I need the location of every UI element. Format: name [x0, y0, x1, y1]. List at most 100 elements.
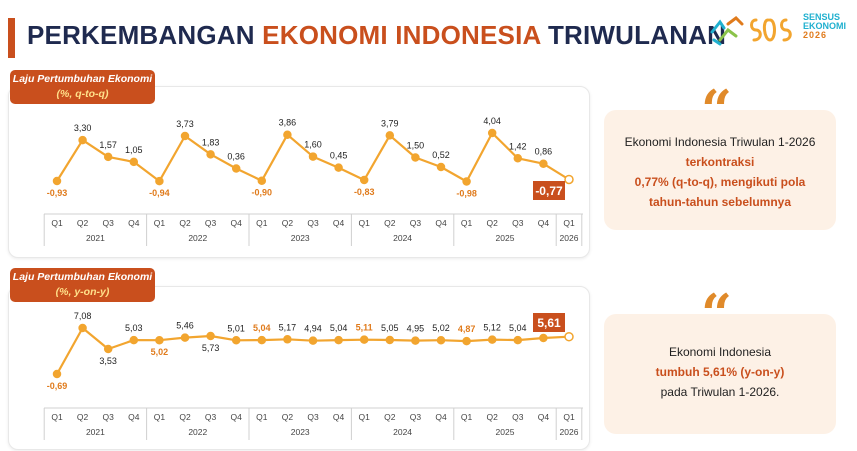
series-line	[56, 326, 570, 375]
data-point	[564, 174, 574, 185]
quarter-tick-label: Q4	[435, 218, 447, 228]
data-point	[257, 176, 267, 185]
data-point	[155, 176, 164, 186]
data-point	[411, 336, 420, 345]
data-point	[308, 336, 318, 345]
data-label: 3,53	[99, 356, 117, 366]
quote-icon: “	[701, 282, 733, 346]
data-label-highlight: 5,61	[537, 316, 561, 330]
quarter-tick-label: Q4	[333, 412, 345, 422]
data-point	[564, 331, 574, 342]
data-label: 5,04	[509, 323, 527, 333]
title-part-1: PERKEMBANGAN	[27, 20, 263, 50]
data-point	[513, 335, 523, 345]
quarter-tick-label: Q1	[51, 218, 63, 228]
year-tick-label: 2022	[188, 427, 207, 437]
quarter-tick-label: Q2	[487, 218, 499, 228]
insight-qtoq-line-4: tahun-tahun sebelumnya	[648, 195, 791, 209]
insight-card-yony: Ekonomi Indonesia tumbuh 5,61% (y-on-y) …	[604, 314, 836, 434]
data-point	[539, 159, 548, 168]
year-tick-label: 2021	[86, 233, 105, 243]
quarter-tick-label: Q2	[384, 218, 396, 228]
data-label: 1,42	[509, 141, 527, 151]
year-tick-label: 2023	[291, 233, 310, 243]
quarter-tick-label: Q2	[179, 218, 191, 228]
data-point	[462, 177, 471, 186]
data-point	[334, 163, 343, 172]
data-label: 1,57	[99, 140, 117, 150]
page-title: PERKEMBANGAN EKONOMI INDONESIA TRIWULANA…	[27, 18, 726, 52]
chart-label-yony-line-1: Laju Pertumbuhan Ekonomi	[12, 271, 153, 283]
logo-text: SENSUS EKONOMI 2026	[803, 13, 855, 40]
chart-label-qtoq: Laju Pertumbuhan Ekonomi (%, q-to-q)	[10, 70, 155, 104]
insight-qtoq-line-1: Ekonomi Indonesia Triwulan 1-2026	[624, 135, 816, 149]
data-point	[487, 335, 497, 344]
data-point	[231, 336, 241, 345]
quarter-tick-label: Q3	[205, 218, 217, 228]
data-label: 5,12	[483, 323, 501, 333]
data-label: 5,73	[202, 343, 220, 353]
quarter-tick-label: Q2	[179, 412, 191, 422]
quarter-tick-label: Q1	[154, 218, 166, 228]
insight-yony-line-3: pada Triwulan 1-2026.	[660, 385, 780, 399]
data-point	[206, 331, 215, 341]
data-point	[539, 333, 548, 343]
data-point	[283, 335, 292, 344]
title-part-3: TRIWULANAN	[540, 20, 727, 50]
quarter-tick-label: Q1	[154, 412, 166, 422]
data-label: -0,83	[354, 187, 375, 197]
chart-label-yony: Laju Pertumbuhan Ekonomi (%, y-on-y)	[10, 268, 155, 302]
insight-card-qtoq: Ekonomi Indonesia Triwulan 1-2026 terkon…	[604, 110, 836, 230]
data-label: 1,50	[407, 141, 425, 151]
quarter-tick-label: Q3	[307, 412, 319, 422]
quarter-tick-label: Q4	[538, 412, 550, 422]
data-point	[103, 344, 113, 354]
quarter-tick-label: Q4	[435, 412, 447, 422]
quarter-tick-label: Q3	[512, 412, 524, 422]
data-label: 0,52	[432, 150, 450, 160]
data-label: 5,17	[279, 322, 297, 332]
year-tick-label: 2023	[291, 427, 310, 437]
insight-qtoq-line-2: terkontraksi	[685, 155, 755, 169]
data-point	[436, 335, 446, 345]
quarter-tick-label: Q4	[231, 218, 243, 228]
data-label: 0,45	[330, 151, 348, 161]
data-label: 0,86	[535, 147, 553, 157]
year-tick-label: 2025	[496, 233, 515, 243]
data-label: 5,01	[227, 323, 245, 333]
data-point	[231, 164, 241, 173]
logo-text-line-1: SENSUS	[803, 12, 841, 22]
data-point	[411, 153, 420, 162]
data-label: 3,86	[279, 118, 297, 128]
data-point	[180, 333, 190, 342]
title-accent-bar	[8, 18, 15, 58]
quarter-tick-label: Q2	[282, 218, 294, 228]
data-point	[78, 135, 87, 145]
quarter-tick-label: Q2	[77, 218, 89, 228]
sensus-ekonomi-logo-icon	[710, 16, 792, 46]
data-point	[52, 176, 62, 186]
data-point	[52, 369, 62, 379]
data-label: 1,05	[125, 145, 143, 155]
title-part-2: EKONOMI INDONESIA	[262, 20, 541, 50]
data-label: 5,05	[381, 323, 399, 333]
data-label: 5,02	[432, 323, 450, 333]
quarter-tick-label: Q1	[563, 218, 575, 228]
quarter-tick-label: Q1	[461, 412, 473, 422]
data-label: 5,04	[253, 323, 271, 333]
yony-line-chart: -0,69 Q1 7,08 Q2 3,53 Q3 5,03 Q4 5,02 Q1 5,46 Q2 5,7…	[43, 311, 583, 440]
data-label: 4,87	[458, 324, 476, 334]
data-point	[308, 152, 318, 161]
quarter-tick-label: Q4	[128, 218, 140, 228]
data-label: 1,83	[202, 137, 220, 147]
data-point	[129, 157, 139, 167]
quarter-tick-label: Q1	[461, 218, 473, 228]
quarter-tick-label: Q2	[282, 412, 294, 422]
year-tick-label: 2025	[496, 427, 515, 437]
data-point	[155, 335, 164, 345]
logo-text-line-3: 2026	[803, 30, 828, 40]
insight-yony-line-2: tumbuh 5,61% (y-on-y)	[655, 365, 785, 379]
quarter-tick-label: Q1	[51, 412, 63, 422]
data-point	[385, 335, 395, 345]
data-point	[283, 130, 292, 139]
